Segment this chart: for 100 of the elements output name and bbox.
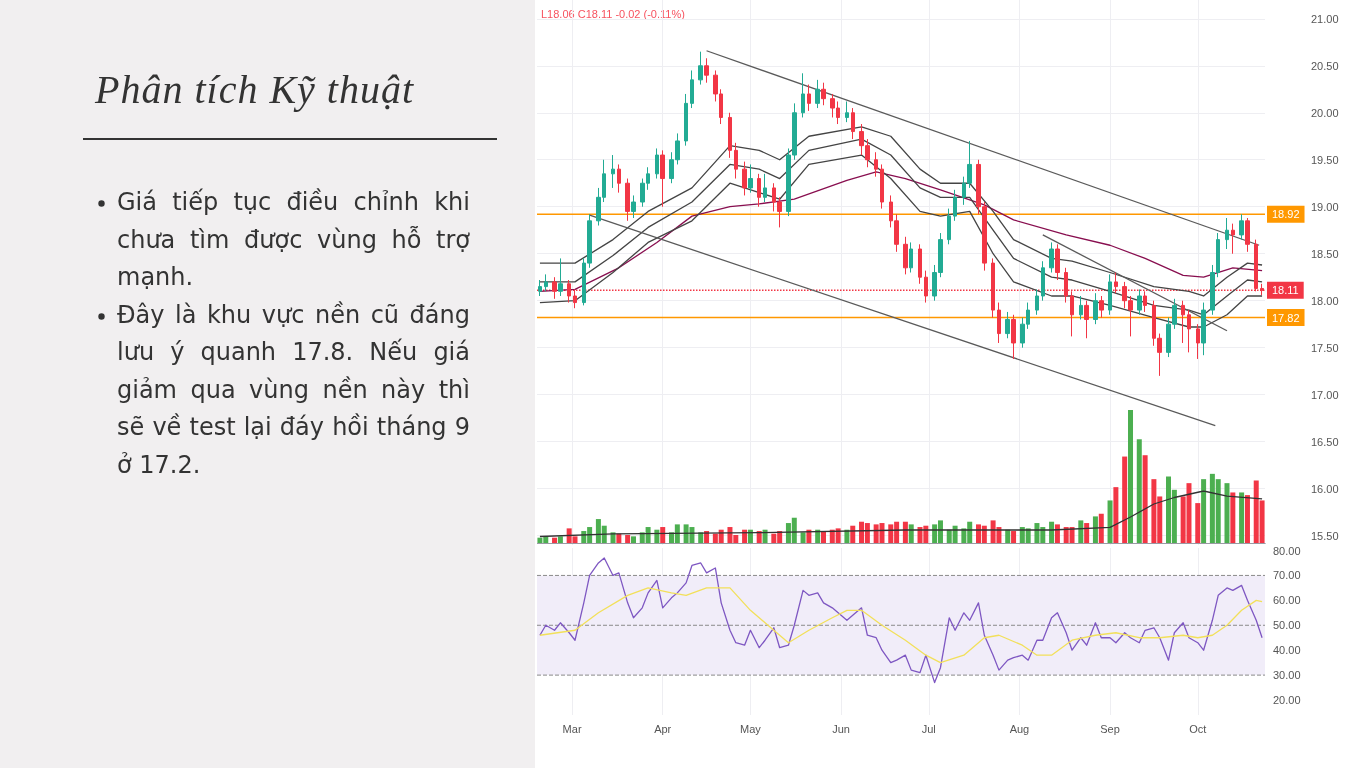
candlestick bbox=[544, 273, 548, 292]
candlestick bbox=[845, 100, 849, 123]
candlestick bbox=[655, 147, 659, 180]
bar bbox=[1142, 455, 1148, 543]
x-tick-label: Jun bbox=[832, 722, 850, 735]
candlestick bbox=[728, 112, 732, 159]
x-tick-label: Apr bbox=[654, 722, 672, 735]
candlestick bbox=[807, 84, 811, 112]
ref-line-label: 18.92 bbox=[1272, 208, 1300, 221]
bar bbox=[625, 535, 631, 543]
candlestick bbox=[918, 243, 922, 285]
bar bbox=[806, 529, 812, 543]
candlestick bbox=[704, 57, 709, 84]
y-tick-label: 16.00 bbox=[1311, 482, 1339, 495]
candlestick bbox=[1225, 217, 1229, 250]
candlestick bbox=[1137, 288, 1142, 316]
candlestick bbox=[1035, 288, 1039, 316]
y-tick-label: 18.00 bbox=[1311, 294, 1339, 307]
candlestick bbox=[617, 163, 621, 194]
bar bbox=[1078, 520, 1084, 543]
bar bbox=[1122, 456, 1128, 543]
y-tick-label: 19.50 bbox=[1311, 153, 1339, 166]
bar bbox=[800, 532, 806, 543]
candlestick bbox=[757, 173, 761, 208]
bar bbox=[1113, 487, 1119, 543]
candlestick bbox=[567, 279, 571, 304]
y-tick-label: 20.00 bbox=[1311, 106, 1339, 119]
x-tick-label: May bbox=[740, 722, 762, 735]
bar bbox=[1098, 513, 1104, 543]
bar bbox=[821, 531, 827, 543]
candlestick bbox=[1079, 295, 1083, 320]
annotation: L18.06 C18.11 -0.02 (-0.11%) bbox=[541, 7, 685, 20]
candlestick bbox=[631, 194, 636, 219]
candlestick bbox=[1099, 295, 1104, 319]
bar bbox=[660, 527, 666, 543]
bar bbox=[1136, 439, 1142, 543]
candlestick bbox=[909, 241, 913, 273]
bar bbox=[1005, 529, 1011, 543]
candlestick bbox=[611, 154, 615, 189]
y-tick-label: 30.00 bbox=[1273, 669, 1301, 682]
text: Phân tích Kỹ thuật bbox=[95, 66, 415, 113]
candlestick bbox=[742, 161, 747, 196]
y-tick-label: 15.50 bbox=[1311, 529, 1339, 542]
candlestick bbox=[1093, 292, 1098, 325]
candlestick bbox=[690, 69, 694, 109]
y-tick-label: 18.50 bbox=[1311, 247, 1339, 260]
candlestick bbox=[1084, 300, 1089, 339]
bar bbox=[747, 529, 753, 543]
candlestick bbox=[1196, 323, 1200, 360]
candlestick bbox=[684, 93, 688, 147]
y-tick-label: 80.00 bbox=[1273, 544, 1301, 557]
bar bbox=[1195, 503, 1201, 543]
candlestick bbox=[552, 276, 557, 300]
bar bbox=[630, 536, 636, 543]
candlestick bbox=[1055, 243, 1060, 281]
text: Đây là khu vực nền cũ đáng lưu ý quanh 17.8. Nếu giá giảm qua vùng nền này thì sẽ về test lại đáy hồi tháng 9 ở 17.2. bbox=[117, 300, 470, 479]
y-tick-label: 16.50 bbox=[1311, 435, 1339, 448]
candlestick bbox=[947, 208, 951, 245]
candlestick bbox=[874, 151, 878, 178]
candlestick bbox=[1187, 309, 1191, 353]
y-tick-label: 19.00 bbox=[1311, 200, 1339, 213]
bar bbox=[1084, 523, 1090, 543]
y-tick-label: 70.00 bbox=[1273, 569, 1301, 582]
bar bbox=[1092, 516, 1098, 543]
y-tick-label: 60.00 bbox=[1273, 594, 1301, 607]
bar bbox=[902, 521, 908, 543]
y-tick-label: 21.00 bbox=[1311, 12, 1339, 25]
bar bbox=[616, 533, 622, 543]
bar bbox=[815, 529, 821, 543]
candlestick bbox=[660, 149, 665, 208]
x-tick-label: Sep bbox=[1100, 722, 1120, 735]
bar bbox=[762, 529, 768, 543]
candlestick bbox=[953, 189, 957, 222]
y-tick-label: 50.00 bbox=[1273, 619, 1301, 632]
y-tick-label: 20.00 bbox=[1273, 694, 1301, 707]
candlestick bbox=[997, 302, 1001, 344]
y-tick-label: 17.50 bbox=[1311, 341, 1339, 354]
bar bbox=[1107, 500, 1113, 543]
candlestick bbox=[821, 82, 826, 106]
candlestick bbox=[748, 163, 753, 194]
candlestick bbox=[851, 107, 855, 140]
y-tick-label: 17.00 bbox=[1311, 388, 1339, 401]
candlestick bbox=[1239, 213, 1244, 241]
candlestick bbox=[734, 142, 738, 180]
candlestick bbox=[1049, 241, 1054, 273]
bar bbox=[1230, 492, 1236, 543]
x-tick-label: Mar bbox=[562, 722, 582, 735]
x-tick-label: Jul bbox=[921, 722, 936, 735]
y-tick-label: 40.00 bbox=[1273, 644, 1301, 657]
candlestick bbox=[1231, 223, 1235, 255]
candlestick bbox=[1108, 273, 1112, 316]
ref-line-label: 17.82 bbox=[1272, 311, 1300, 324]
candlestick bbox=[815, 79, 820, 109]
bar bbox=[1128, 410, 1134, 543]
candlestick bbox=[538, 279, 542, 297]
candlestick bbox=[698, 51, 703, 86]
candlestick bbox=[1245, 217, 1250, 253]
y-tick-label: 20.50 bbox=[1311, 59, 1339, 72]
bar bbox=[1049, 521, 1055, 543]
bar bbox=[756, 531, 762, 543]
